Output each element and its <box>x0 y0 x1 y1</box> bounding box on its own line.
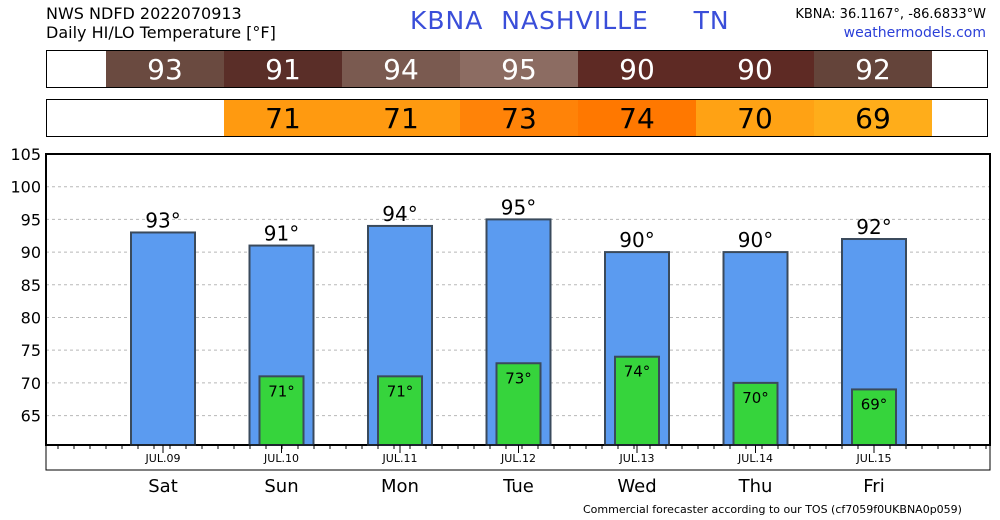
x-day-label: Fri <box>863 476 884 497</box>
low-temp-bar <box>258 375 305 446</box>
low-temp-data-label: 74° <box>624 363 651 381</box>
low-temp-data-label: 69° <box>861 395 888 413</box>
x-date-label: JUL.11 <box>382 452 418 465</box>
low-temp-cell: 74 <box>578 100 696 136</box>
header-left: NWS NDFD 2022070913 Daily HI/LO Temperat… <box>46 4 276 42</box>
low-temp-bar <box>851 388 897 447</box>
station-coords: KBNA: 36.1167°, -86.6833°W <box>795 7 986 22</box>
y-tick-label: 105 <box>10 145 41 164</box>
x-day-label: Mon <box>381 476 419 497</box>
high-temp-cell: 90 <box>578 51 696 87</box>
high-temp-data-label: 90° <box>738 228 773 252</box>
high-temp-cell: 94 <box>342 51 460 87</box>
low-temp-cell: 71 <box>224 100 342 136</box>
header-right: KBNA: 36.1167°, -86.6833°W weathermodels… <box>795 5 986 43</box>
high-temp-data-label: 93° <box>145 208 180 232</box>
site-link[interactable]: weathermodels.com <box>843 25 986 41</box>
x-date-label: JUL.10 <box>263 452 299 465</box>
x-day-label: Thu <box>738 476 773 497</box>
low-temp-data-label: 73° <box>505 369 532 387</box>
low-temp-cell: 70 <box>696 100 814 136</box>
y-tick-label: 80 <box>21 308 41 327</box>
low-temp-data-label: 71° <box>387 382 414 400</box>
low-temp-bar <box>614 355 660 447</box>
x-date-label: JUL.13 <box>619 452 655 465</box>
x-day-label: Wed <box>617 476 656 497</box>
low-temp-cell: 71 <box>342 100 460 136</box>
high-temp-data-label: 92° <box>856 215 891 239</box>
high-temp-data-label: 94° <box>382 202 417 226</box>
high-temp-strip: 93 91 94 95 90 90 92 <box>46 50 988 88</box>
x-day-label: Sat <box>148 476 178 497</box>
y-tick-label: 65 <box>21 407 41 426</box>
low-temp-cell <box>106 100 224 136</box>
y-tick-label: 75 <box>21 341 41 360</box>
date-axis-frame <box>45 444 991 471</box>
x-date-label: JUL.09 <box>145 452 181 465</box>
product-label: Daily HI/LO Temperature [°F] <box>46 23 276 42</box>
high-temp-cell: 90 <box>696 51 814 87</box>
low-temp-bar <box>377 375 423 446</box>
y-tick-label: 85 <box>21 276 41 295</box>
x-date-label: JUL.12 <box>500 452 536 465</box>
high-temp-cell: 91 <box>224 51 342 87</box>
y-tick-label: 90 <box>21 243 41 262</box>
x-date-label: JUL.15 <box>856 452 892 465</box>
y-tick-label: 95 <box>21 210 41 229</box>
low-temp-cell: 69 <box>814 100 932 136</box>
x-day-label: Tue <box>502 476 534 497</box>
low-temp-cell: 73 <box>460 100 578 136</box>
temperature-bar-chart: 65 70 75 80 85 90 95 100 105 93° JUL.09 Sat 91° 71° JU… <box>10 145 991 497</box>
station-title: KBNA NASHVILLE TN <box>410 6 730 35</box>
high-temp-cell: 92 <box>814 51 932 87</box>
x-date-label: JUL.14 <box>737 452 773 465</box>
low-temp-data-label: 71° <box>268 382 295 400</box>
low-temp-data-label: 70° <box>742 389 769 407</box>
high-temp-cell: 93 <box>106 51 224 87</box>
high-temp-bar <box>130 231 196 446</box>
low-temp-strip: 71 71 73 74 70 69 <box>46 99 988 137</box>
high-temp-data-label: 91° <box>264 222 299 246</box>
y-tick-label: 70 <box>21 374 41 393</box>
high-temp-cell: 95 <box>460 51 578 87</box>
high-temp-data-label: 95° <box>501 195 536 219</box>
x-day-label: Sun <box>264 476 298 497</box>
low-temp-bar <box>495 362 542 446</box>
y-tick-label: 100 <box>10 178 41 197</box>
high-temp-data-label: 90° <box>619 228 654 252</box>
model-run-label: NWS NDFD 2022070913 <box>46 4 242 23</box>
footer-note: Commercial forecaster according to our T… <box>583 503 962 516</box>
